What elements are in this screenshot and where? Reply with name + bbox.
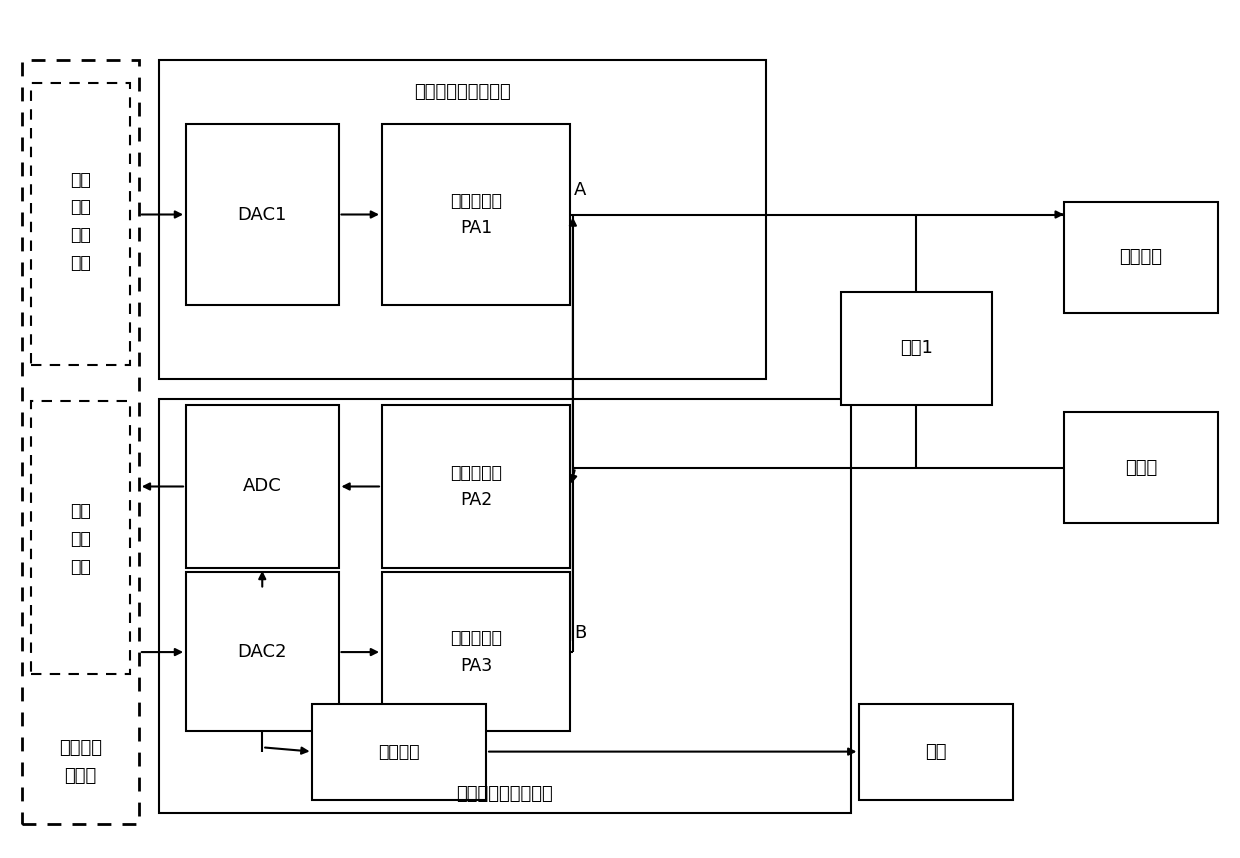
Bar	[382, 405, 570, 568]
Text: DAC1: DAC1	[238, 206, 286, 223]
Text: 麦克风: 麦克风	[1125, 459, 1157, 476]
Bar	[312, 704, 486, 800]
Text: 功率放大器
PA3: 功率放大器 PA3	[450, 629, 502, 675]
Text: 喉叭: 喉叭	[925, 743, 947, 760]
Text: 喉叭功放: 喉叭功放	[378, 743, 420, 760]
Text: 功率放大器
PA1: 功率放大器 PA1	[450, 191, 502, 238]
Bar	[186, 124, 339, 305]
Bar	[382, 124, 570, 305]
Text: A: A	[574, 182, 587, 199]
Bar	[841, 292, 992, 405]
Text: B: B	[574, 625, 587, 642]
Text: ADC: ADC	[243, 478, 281, 495]
Bar	[1064, 202, 1218, 313]
Text: 移动终端
主系统: 移动终端 主系统	[60, 739, 102, 785]
Bar	[159, 399, 851, 813]
Bar	[186, 405, 339, 568]
Text: DAC2: DAC2	[238, 644, 286, 661]
Bar	[31, 83, 130, 365]
Text: 第二音频编译码组件: 第二音频编译码组件	[456, 785, 553, 802]
Bar	[186, 572, 339, 731]
Text: 录音
控制
模块: 录音 控制 模块	[71, 502, 91, 576]
Bar	[859, 704, 1013, 800]
Bar	[31, 401, 130, 674]
Bar	[382, 572, 570, 731]
Bar	[159, 60, 766, 379]
Bar	[1064, 412, 1218, 523]
Text: 耳机输出: 耳机输出	[1120, 249, 1162, 266]
Text: 开关1: 开关1	[900, 340, 932, 357]
Bar	[22, 60, 139, 824]
Text: 音频
播放
控制
模块: 音频 播放 控制 模块	[71, 171, 91, 272]
Text: 前置放大器
PA2: 前置放大器 PA2	[450, 463, 502, 510]
Text: 第一音频编译码组件: 第一音频编译码组件	[414, 83, 511, 100]
